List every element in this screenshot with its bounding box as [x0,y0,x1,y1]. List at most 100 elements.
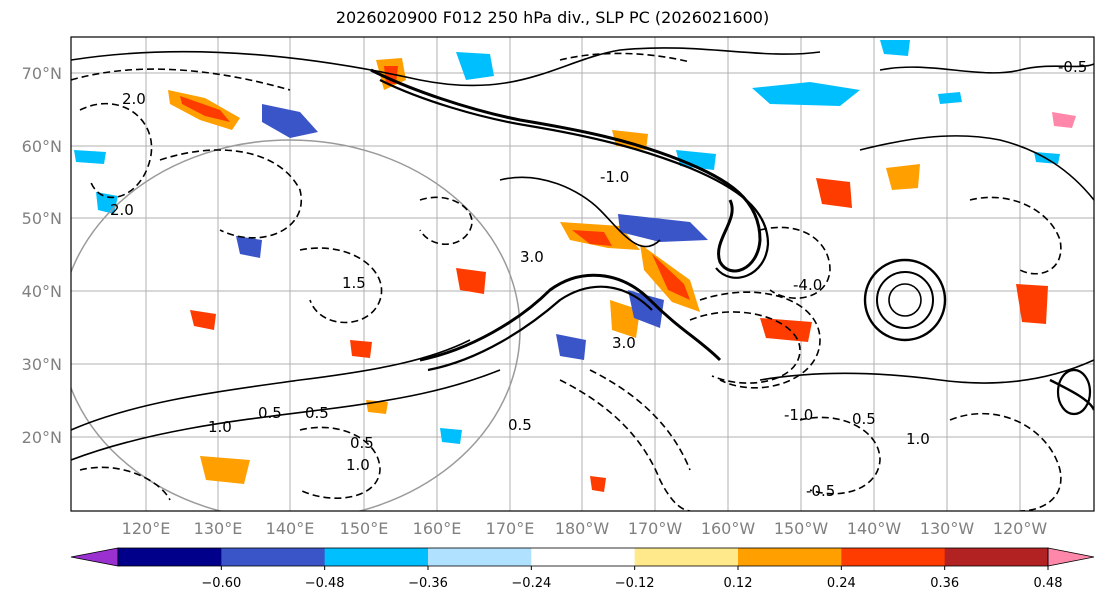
lon-label: 130°W [920,519,975,538]
colorbar-tick-label: 0.48 [1034,576,1063,591]
colorbar-segment [118,548,222,566]
map-frame [70,36,1095,512]
convergence-patch [938,92,962,104]
convergence-patch [262,104,318,138]
lon-label: 160°E [413,519,462,538]
convergence-patch [880,40,910,56]
contour-label: -0.5 [806,482,835,500]
lon-label: 150°W [774,519,829,538]
strong-divergence-patch [816,178,852,208]
contour-line [1056,368,1092,416]
strong-divergence-patch [1016,284,1048,324]
contour-line [71,47,821,87]
contour-line [71,339,471,431]
contour-line [589,369,691,471]
contour-label: 1.0 [208,418,232,436]
strong-divergence-patch [652,254,690,300]
lat-label: 60°N [22,137,62,156]
colorbar-extend-high [1047,547,1095,567]
lon-label: 140°E [266,519,315,538]
strong-divergence-patch [572,230,612,246]
convergence-patch [74,150,106,164]
latitude-axis: 70°N 60°N 50°N 40°N 30°N 20°N [22,64,62,447]
contour-labels: 2.0 1.0 0.5 0.5 0.5 -1.0 1.0 -4.0 -1.0 3… [110,58,1087,500]
contour-label: 2.0 [110,201,134,219]
lon-label: 120°E [122,519,171,538]
contour-line [699,291,821,389]
contour-line [863,258,947,342]
contour-line [379,79,770,279]
lon-label: 180°W [555,519,610,538]
colorbar-tick-label: −0.60 [201,576,241,591]
map-panel: 2.0 1.0 0.5 0.5 0.5 -1.0 1.0 -4.0 -1.0 3… [70,36,1095,512]
contour-line [427,285,653,372]
contour-line [559,379,691,511]
lon-label: 170°W [628,519,683,538]
colorbar-tick-label: −0.36 [408,576,448,591]
colorbar-segment [634,548,739,566]
contour-label: -0.5 [1058,58,1087,76]
colorbar-frame [117,547,1049,567]
slp-negative-contours [71,52,1062,511]
convergence-patch [676,150,716,170]
contour-line [559,52,691,63]
colorbar-segment [738,548,842,566]
contour-line [888,283,922,317]
contour-label: 1.0 [346,456,370,474]
contour-line [876,271,934,329]
colorbar-segment [221,548,326,566]
lat-label: 70°N [22,64,62,83]
contour-line [299,247,383,324]
contour-line [79,102,153,199]
contour-line [879,63,1094,74]
contour-label: 3.0 [520,248,544,266]
contour-label: 0.5 [852,410,876,428]
strong-divergence-patch [180,96,230,122]
colorbar-tick-label: 0.24 [827,576,856,591]
contour-line [1049,378,1094,411]
convergence-patch [236,236,262,258]
contour-line [159,149,303,239]
colorbar-segment [324,548,429,566]
contour-line [79,466,171,501]
contour-line [759,359,1094,384]
strong-divergence-patch [190,310,216,330]
slp-positive-contours [71,47,1094,461]
lat-label: 30°N [22,355,62,374]
convergence-patch [456,52,494,80]
colorbar-tick-label: 0.36 [930,576,959,591]
contour-line [949,412,1062,511]
colorbar-segment [944,548,1049,566]
divergence-patch [1052,112,1076,128]
strong-divergence-patch [456,268,486,294]
contour-line [419,196,473,245]
chart-title: 2026020900 F012 250 hPa div., SLP PC (20… [335,8,770,27]
contour-line [419,273,722,362]
divergence-field [74,40,1076,492]
contour-label: 1.5 [342,274,366,292]
convergence-patch [440,428,462,444]
lat-label: 40°N [22,282,62,301]
contour-label: 3.0 [612,334,636,352]
divergence-patch [200,456,250,484]
contour-line [71,68,291,91]
lon-label: 120°W [993,519,1048,538]
strong-divergence-patch [590,476,606,492]
colorbar-tick-label: −0.48 [305,576,345,591]
contour-label: 0.5 [305,404,329,422]
contour-label: 1.0 [906,430,930,448]
colorbar-segment [531,548,636,566]
lon-label: 130°E [194,519,243,538]
strong-divergence-patch [760,318,812,342]
divergence-patch [886,164,920,190]
contour-line [370,68,762,273]
colorbar-segment [841,548,946,566]
colorbar: −0.60 −0.48 −0.36 −0.24 −0.12 0.12 0.24 0.36 0.4… [70,547,1095,591]
contour-line [859,135,1094,201]
convergence-patch [628,290,664,328]
lat-label: 20°N [22,428,62,447]
contour-line [799,416,881,495]
lon-label: 160°W [701,519,756,538]
contour-label: 0.5 [508,416,532,434]
lat-label: 50°N [22,209,62,228]
